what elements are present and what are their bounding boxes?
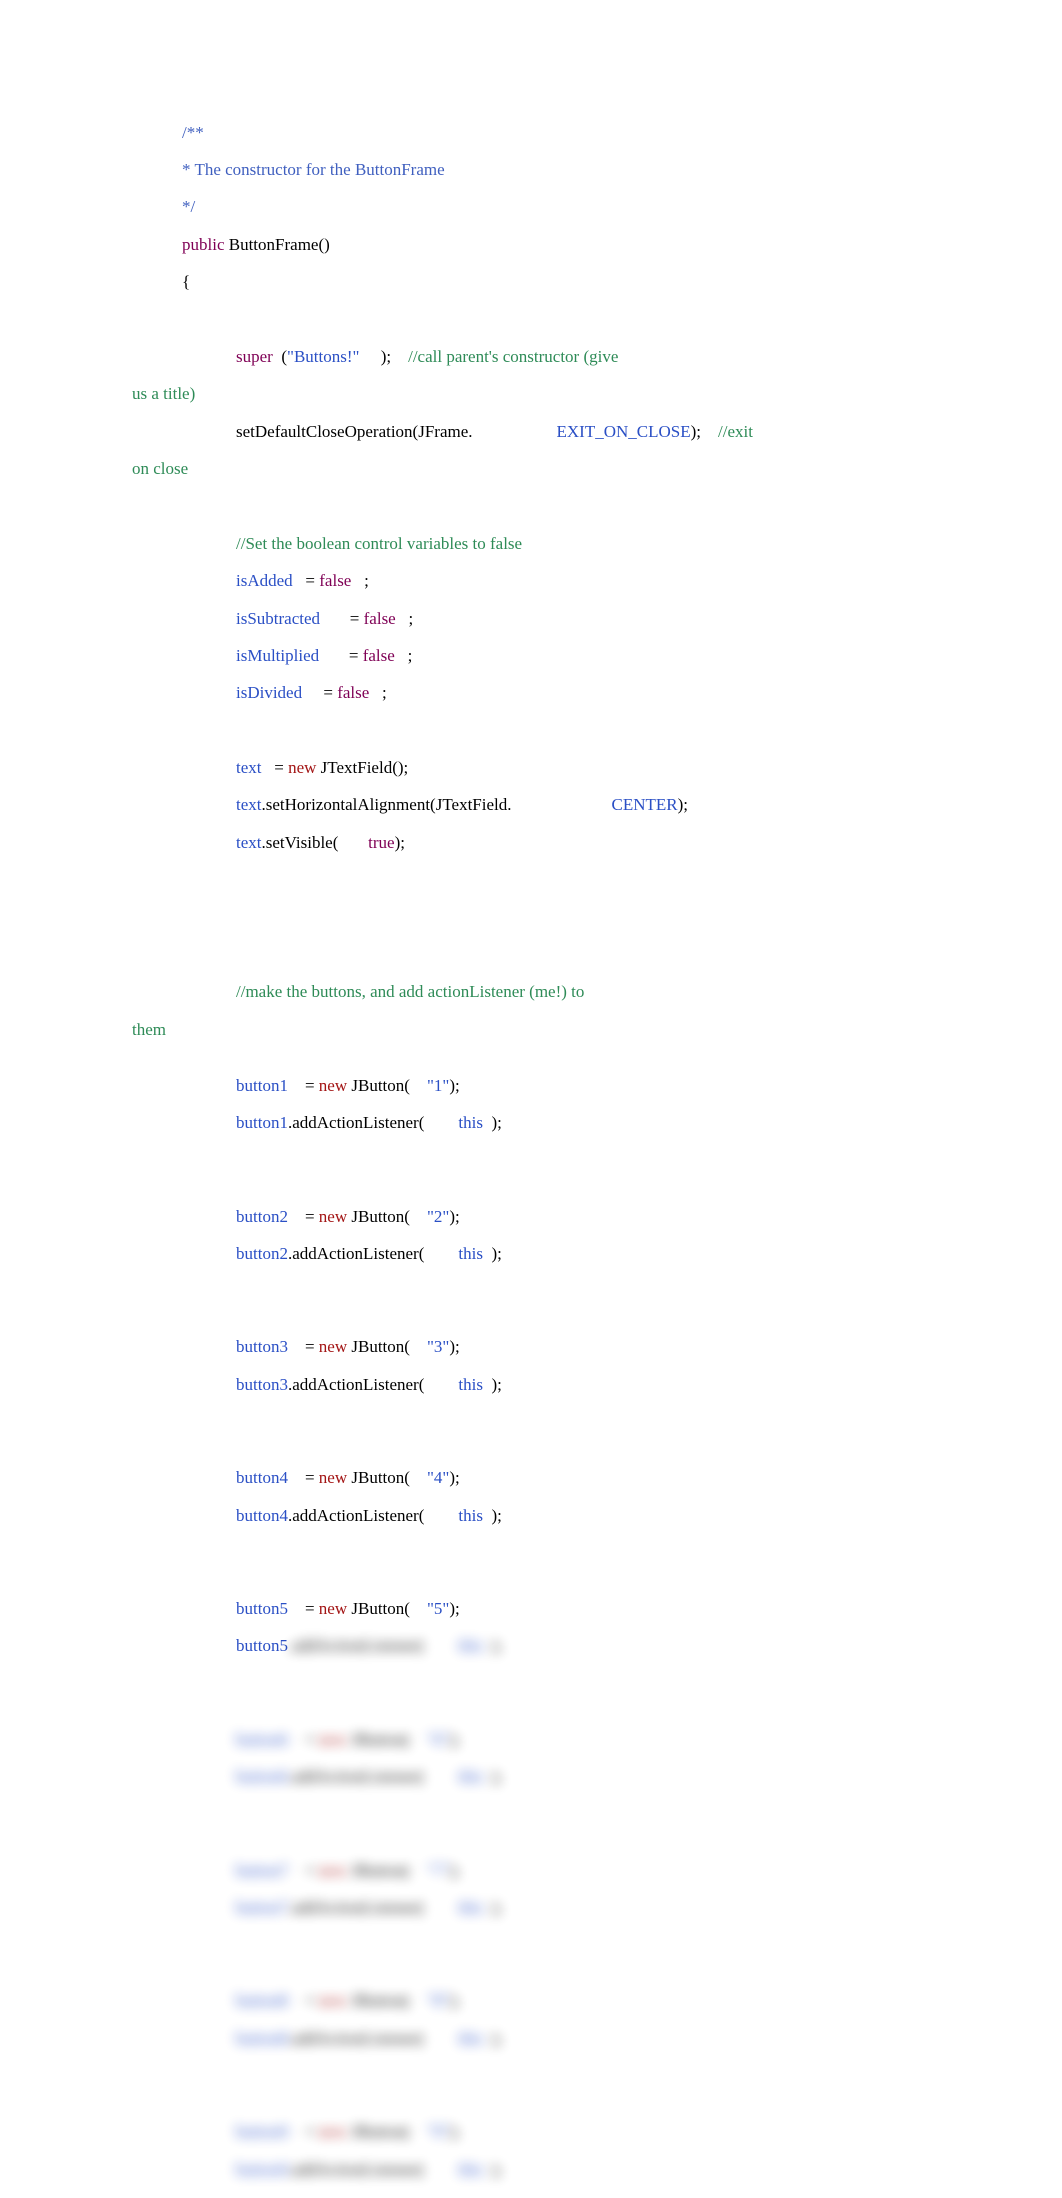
fld-isDivided: isDivided: [236, 683, 302, 702]
page: /** * The constructor for the ButtonFram…: [0, 0, 1062, 2198]
kw-public: public: [182, 235, 225, 254]
blurred-line: button8.addActionListener( this );: [0, 2030, 1062, 2049]
cmt-buttons: //make the buttons, and add actionListen…: [236, 982, 584, 1001]
const-exit: EXIT_ON_CLOSE: [557, 422, 691, 441]
brace-open: {: [182, 272, 190, 291]
cmt-super: //call parent's constructor (give: [408, 347, 618, 366]
fld-button3: button3: [236, 1337, 288, 1356]
cmt-buttons-wrap: them: [132, 1020, 166, 1039]
fld-isMultiplied: isMultiplied: [236, 646, 319, 665]
cmt-super-wrap: us a title): [132, 384, 195, 403]
blurred-line: button6 = new JButton( "6");: [0, 1731, 1062, 1750]
fld-isSubtracted: isSubtracted: [236, 609, 320, 628]
str-title: "Buttons!": [287, 347, 359, 366]
blurred-line: button6.addActionListener( this );: [0, 1768, 1062, 1787]
javadoc-close: */: [182, 197, 195, 216]
blurred-line: button9 = new JButton( "9");: [0, 2123, 1062, 2142]
blurred-line: button9.addActionListener( this );: [0, 2161, 1062, 2180]
fld-button1: button1: [236, 1076, 288, 1095]
kw-new: new: [288, 758, 316, 777]
blurred-line: .addActionListener( this );: [288, 1636, 502, 1655]
method-name: ButtonFrame(): [225, 235, 330, 254]
close-op-call: setDefaultCloseOperation(JFrame.: [236, 422, 473, 441]
javadoc-line: * The constructor for the ButtonFrame: [182, 160, 445, 179]
fld-isAdded: isAdded: [236, 571, 293, 590]
fld-button2: button2: [236, 1207, 288, 1226]
fld-button4: button4: [236, 1468, 288, 1487]
fld-text: text: [236, 758, 262, 777]
cmt-exit: //exit: [718, 422, 753, 441]
blurred-line: button7.addActionListener( this );: [0, 1899, 1062, 1918]
blurred-line: button7 = new JButton( "7");: [0, 1862, 1062, 1881]
code-block: /** * The constructor for the ButtonFram…: [0, 0, 1062, 2198]
cmt-exit-wrap: on close: [132, 459, 188, 478]
kw-super: super: [236, 347, 273, 366]
cmt-bools: //Set the boolean control variables to f…: [236, 534, 522, 553]
fld-button5: button5: [236, 1599, 288, 1618]
blurred-line: button8 = new JButton( "8");: [0, 1992, 1062, 2011]
javadoc-open: /**: [182, 123, 204, 142]
const-center: CENTER: [612, 795, 678, 814]
